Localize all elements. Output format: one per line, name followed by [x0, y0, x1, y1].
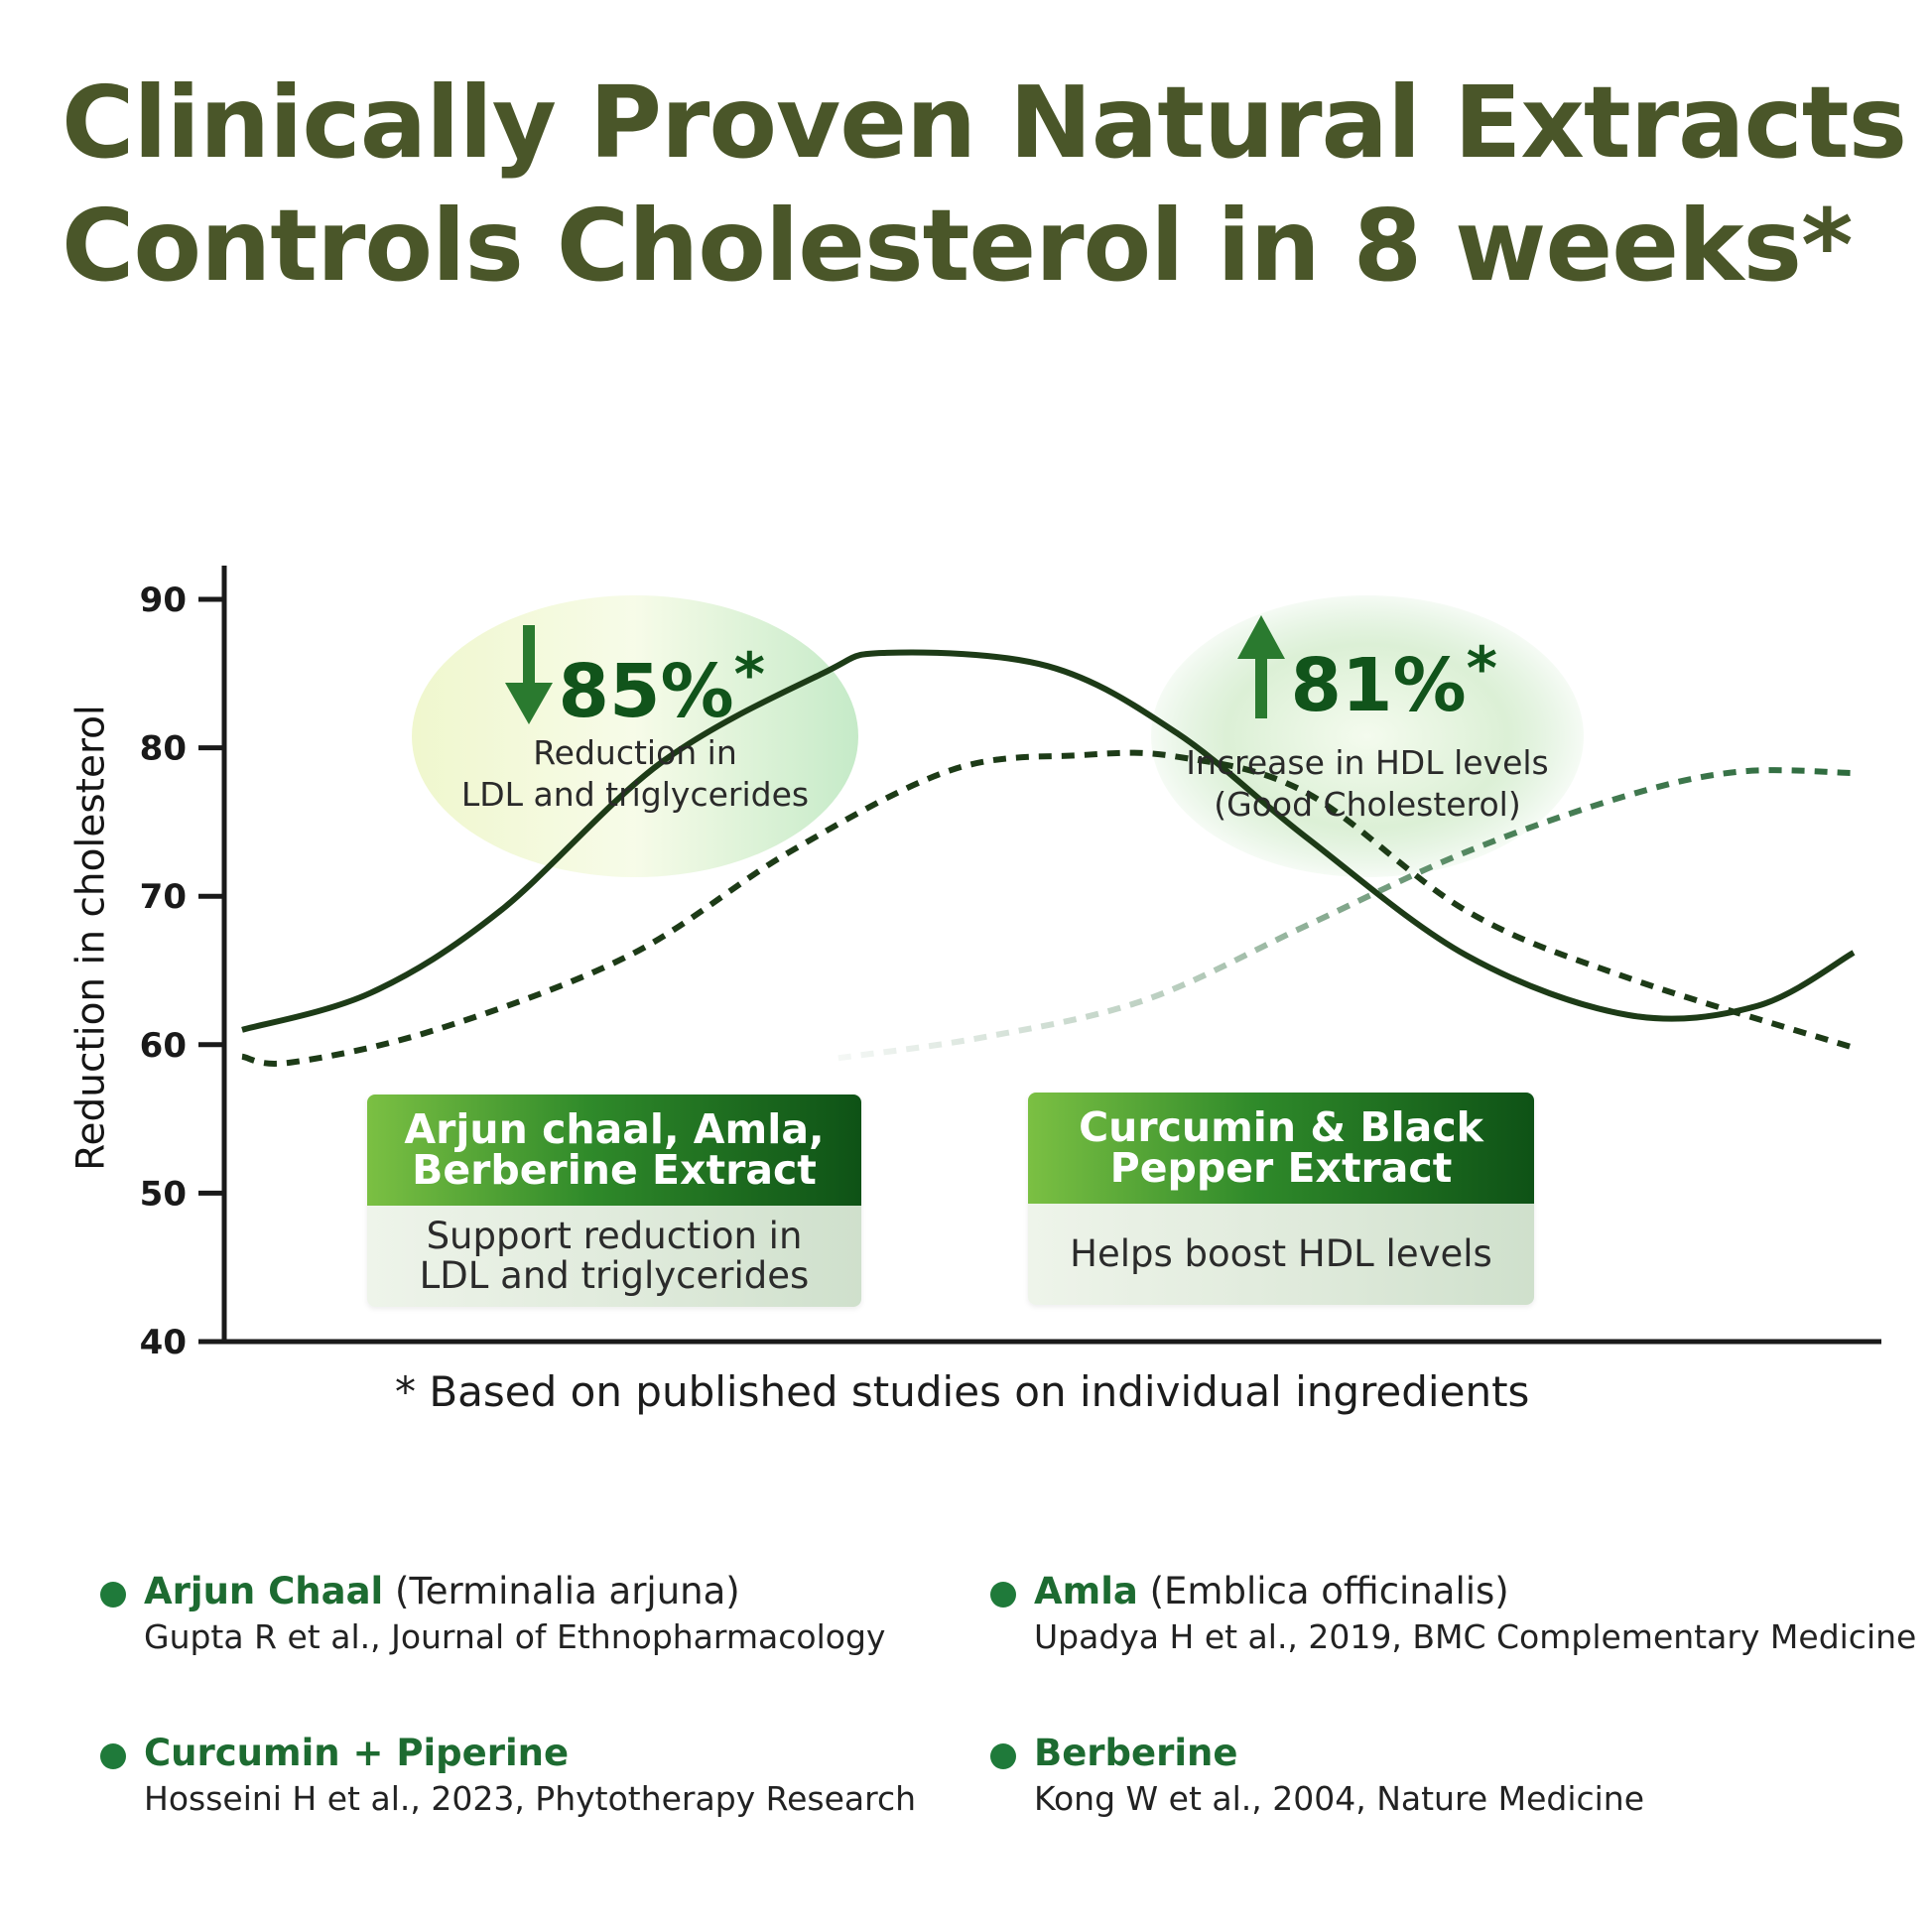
- card-1-title: Arjun chaal, Amla, Berberine Extract: [367, 1095, 861, 1206]
- series-line-solid: [241, 649, 1856, 1033]
- callout-ldl-line-2: LDL and triglycerides: [460, 775, 810, 814]
- y-tick-label: 40: [140, 1323, 187, 1362]
- headline: Clinically Proven Natural Extracts Contr…: [62, 62, 1907, 308]
- headline-line-2: Controls Cholesterol in 8 weeks*: [62, 188, 1853, 304]
- card-curcumin-pepper: Curcumin & Black Pepper Extract Helps boo…: [1028, 1093, 1534, 1305]
- callout-hdl-line-2: (Good Cholesterol): [1214, 785, 1521, 824]
- bullet-dot-icon: [100, 1743, 126, 1769]
- card-1-body: Support reduction in LDL and triglyceride…: [367, 1206, 861, 1307]
- y-tick-label: 50: [140, 1174, 187, 1214]
- bullet-dot-icon: [100, 1582, 126, 1608]
- callout-ldl-value: 85%*: [417, 625, 853, 734]
- card-2-title: Curcumin & Black Pepper Extract: [1028, 1093, 1534, 1204]
- callout-ldl-line-1: Reduction in: [533, 733, 737, 772]
- callout-hdl: 81%* Increase in HDL levels (Good Choles…: [1149, 615, 1586, 826]
- series-line-dotted-fading: [837, 767, 1855, 1062]
- y-tick-label: 70: [140, 877, 187, 917]
- callout-hdl-value: 81%*: [1149, 615, 1586, 728]
- series-line-dotted: [241, 749, 1855, 1067]
- arrow-up-icon: [1236, 615, 1285, 718]
- footnote: * Based on published studies on individu…: [395, 1367, 1530, 1416]
- card-2-body: Helps boost HDL levels: [1028, 1204, 1534, 1305]
- series-group: [241, 649, 1856, 1067]
- y-ticks: 90 80 70 60 50 40: [140, 580, 224, 1362]
- headline-line-1: Clinically Proven Natural Extracts: [62, 64, 1907, 181]
- y-tick-label: 80: [140, 729, 187, 769]
- callout-hdl-line-1: Increase in HDL levels: [1186, 743, 1549, 782]
- bullet-dot-icon: [990, 1743, 1016, 1769]
- bullet-dot-icon: [990, 1582, 1016, 1608]
- arrow-down-icon: [504, 625, 553, 724]
- callout-ldl: 85%* Reduction in LDL and triglycerides: [417, 625, 853, 816]
- y-tick-label: 90: [140, 580, 187, 620]
- card-arjun-amla-berberine: Arjun chaal, Amla, Berberine Extract Supp…: [367, 1095, 861, 1307]
- y-tick-label: 60: [140, 1026, 187, 1066]
